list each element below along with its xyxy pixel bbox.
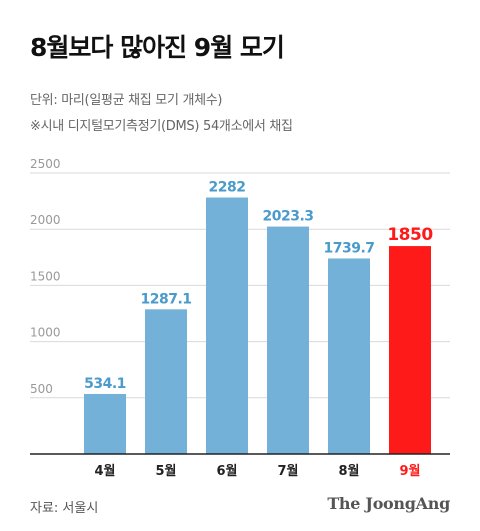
bar-6	[389, 246, 431, 454]
x-tick-label: 7월	[277, 463, 298, 479]
data-label: 1850	[387, 225, 433, 245]
bar-3	[206, 197, 248, 454]
x-tick-label: 4월	[94, 463, 115, 479]
x-tick-label: 6월	[216, 463, 237, 479]
bar-2	[145, 309, 187, 454]
data-label: 2282	[209, 180, 246, 196]
x-tick-label: 8월	[338, 463, 359, 479]
x-tick-label: 9월	[399, 463, 420, 479]
x-tick-label: 5월	[155, 463, 176, 479]
bar-1	[84, 393, 126, 454]
source-note: 자료: 서울시	[30, 501, 99, 516]
y-tick-label: 1500	[30, 269, 61, 283]
y-tick-label: 2000	[30, 213, 61, 227]
chart-title: 8월보다 많아진 9월 모기	[30, 33, 285, 62]
unit-note: 단위: 마리(일평균 채집 모기 개체수)	[30, 93, 223, 108]
y-tick-label: 1000	[30, 326, 61, 340]
data-label: 1287.1	[140, 291, 191, 307]
bar-5	[328, 258, 370, 454]
data-label: 1739.7	[323, 240, 374, 256]
method-note: ※시내 디지털모기측정기(DMS) 54개소에서 채집	[30, 119, 293, 134]
data-label: 2023.3	[262, 209, 313, 225]
data-label: 534.1	[84, 376, 126, 392]
y-tick-label: 2500	[30, 157, 61, 171]
brand-logo: The JoongAng	[327, 494, 450, 513]
y-tick-label: 500	[30, 382, 53, 396]
bar-4	[267, 226, 309, 454]
